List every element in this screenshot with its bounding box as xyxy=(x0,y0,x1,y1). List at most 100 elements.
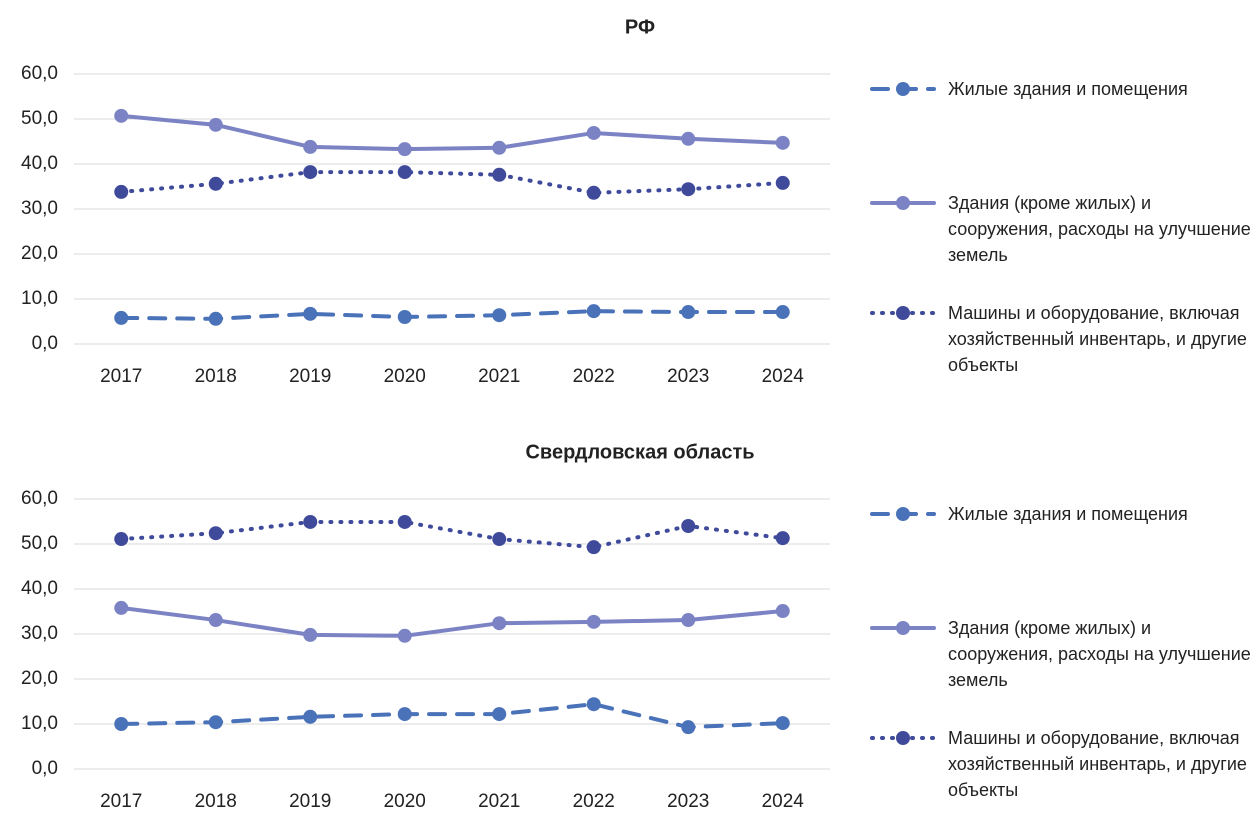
data-point xyxy=(114,184,129,199)
y-tick-label: 20,0 xyxy=(21,668,58,689)
x-tick-label: 2020 xyxy=(384,791,426,812)
y-tick-label: 10,0 xyxy=(21,288,58,309)
series-line xyxy=(119,519,785,550)
x-tick-label: 2018 xyxy=(195,791,237,812)
data-point xyxy=(114,717,129,731)
data-point xyxy=(303,514,318,529)
x-tick-label: 2024 xyxy=(762,791,805,812)
x-tick-label: 2018 xyxy=(195,366,237,387)
legend-label: Жилые здания и помещения xyxy=(948,504,1188,524)
data-point xyxy=(681,182,696,197)
data-point xyxy=(303,627,318,642)
data-point xyxy=(114,600,129,615)
data-point xyxy=(681,305,696,320)
data-point xyxy=(492,308,507,323)
data-point xyxy=(586,185,601,200)
data-point xyxy=(681,519,696,533)
x-tick-label: 2017 xyxy=(100,366,142,387)
x-tick-label: 2021 xyxy=(478,366,520,387)
series-line xyxy=(119,309,785,321)
data-point xyxy=(681,613,696,628)
x-tick-label: 2019 xyxy=(289,791,331,812)
y-tick-label: 50,0 xyxy=(21,108,58,129)
chart-title: Свердловская область xyxy=(525,441,754,463)
x-tick-label: 2022 xyxy=(573,791,615,812)
data-point xyxy=(586,614,601,629)
data-point xyxy=(114,310,129,325)
data-point xyxy=(397,165,412,180)
x-tick-label: 2023 xyxy=(667,791,709,812)
data-point xyxy=(397,707,412,722)
legend-marker xyxy=(896,82,910,96)
data-point xyxy=(775,175,790,190)
data-point xyxy=(492,707,507,722)
y-tick-label: 30,0 xyxy=(21,198,58,219)
data-point xyxy=(775,531,790,546)
data-point xyxy=(681,720,696,735)
x-tick-label: 2019 xyxy=(289,366,331,387)
data-point xyxy=(208,526,223,541)
legend-marker xyxy=(896,731,910,745)
legend-label: Здания (кроме жилых) и сооружения, расхо… xyxy=(948,618,1251,690)
data-point xyxy=(775,604,790,619)
data-point xyxy=(775,305,790,320)
data-point xyxy=(114,532,129,547)
y-tick-label: 60,0 xyxy=(21,488,58,509)
data-point xyxy=(303,709,318,724)
series-line xyxy=(119,113,785,152)
legend-marker xyxy=(896,507,910,521)
legend-label: Здания (кроме жилых) и сооружения, расхо… xyxy=(948,193,1251,265)
data-point xyxy=(586,697,601,712)
x-tick-label: 2021 xyxy=(478,791,520,812)
x-tick-label: 2020 xyxy=(384,366,426,387)
data-point xyxy=(681,131,696,146)
series-line xyxy=(119,605,785,638)
series-line xyxy=(119,170,785,195)
y-tick-label: 0,0 xyxy=(32,333,58,354)
data-point xyxy=(397,514,412,529)
data-point xyxy=(586,540,601,555)
legend-marker xyxy=(896,196,910,210)
data-point xyxy=(492,140,507,155)
y-tick-label: 20,0 xyxy=(21,243,58,264)
x-tick-label: 2024 xyxy=(762,366,805,387)
data-point xyxy=(397,142,412,157)
y-tick-label: 60,0 xyxy=(21,63,58,84)
x-tick-label: 2017 xyxy=(100,791,142,812)
series-line xyxy=(119,702,785,730)
y-tick-label: 0,0 xyxy=(32,758,58,779)
data-point xyxy=(775,135,790,150)
y-tick-label: 50,0 xyxy=(21,533,58,554)
data-point xyxy=(114,108,129,123)
data-point xyxy=(208,311,223,326)
data-point xyxy=(492,167,507,182)
data-point xyxy=(208,715,223,730)
data-point xyxy=(303,165,318,180)
data-point xyxy=(397,628,412,643)
legend-label: Машины и оборудование, включая хозяйстве… xyxy=(948,728,1247,800)
data-point xyxy=(208,117,223,132)
data-point xyxy=(208,176,223,191)
x-tick-label: 2022 xyxy=(573,366,615,387)
data-point xyxy=(586,125,601,140)
chart-title: РФ xyxy=(625,16,655,38)
data-point xyxy=(775,716,790,731)
data-point xyxy=(303,306,318,321)
y-tick-label: 10,0 xyxy=(21,713,58,734)
data-point xyxy=(303,139,318,154)
data-point xyxy=(208,613,223,628)
legend-marker xyxy=(896,621,910,635)
y-tick-label: 30,0 xyxy=(21,623,58,644)
data-point xyxy=(397,310,412,324)
legend-marker xyxy=(896,306,910,320)
legend-label: Жилые здания и помещения xyxy=(948,79,1188,99)
legend-label: Машины и оборудование, включая хозяйстве… xyxy=(948,303,1247,375)
data-point xyxy=(492,532,507,547)
y-tick-label: 40,0 xyxy=(21,153,58,174)
data-point xyxy=(492,616,507,631)
y-tick-label: 40,0 xyxy=(21,578,58,599)
x-tick-label: 2023 xyxy=(667,366,709,387)
data-point xyxy=(586,304,601,319)
